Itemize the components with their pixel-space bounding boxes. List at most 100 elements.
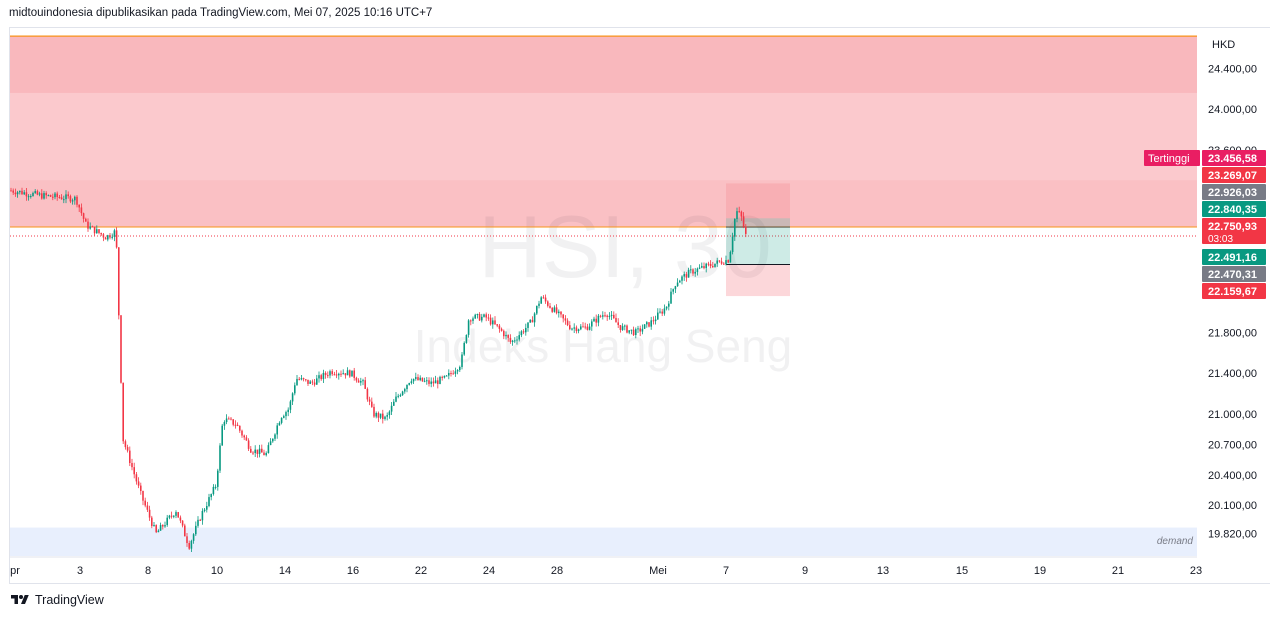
y-tick-label: 21.800,00 xyxy=(1208,328,1257,340)
candle-body xyxy=(529,319,531,323)
candle-body xyxy=(96,229,98,234)
candle-body xyxy=(133,467,135,475)
candle-body xyxy=(703,266,705,269)
candle-body xyxy=(195,525,197,535)
price-axis[interactable]: HKD 24.400,0024.000,0023.600,0021.800,00… xyxy=(1198,28,1270,583)
candle-body xyxy=(615,318,617,323)
candle-body xyxy=(692,269,694,274)
candle-body xyxy=(16,192,19,195)
candle-body xyxy=(93,226,96,234)
candle-body xyxy=(606,315,608,317)
candle-body xyxy=(558,311,560,314)
hsi-chart[interactable]: demand HSI, 30 Indeks Hang Seng HKD 24.4… xyxy=(0,0,1281,590)
x-tick-label: 13 xyxy=(877,565,889,577)
position-profit-area xyxy=(726,218,790,265)
candle-body xyxy=(439,376,441,384)
candle-body xyxy=(307,379,309,384)
currency-label: HKD xyxy=(1212,39,1235,51)
candle-body xyxy=(397,395,399,397)
candle-body xyxy=(496,324,498,326)
candle-body xyxy=(478,314,481,321)
candle-body xyxy=(47,195,50,197)
candle-body xyxy=(168,515,171,518)
candle-body xyxy=(533,313,536,323)
candle-body xyxy=(562,314,564,319)
candle-body xyxy=(120,315,122,383)
candle-body xyxy=(366,388,369,400)
candle-body xyxy=(742,216,745,227)
candle-body xyxy=(696,268,699,272)
candle-body xyxy=(144,500,146,506)
candle-body xyxy=(410,381,413,384)
candle-body xyxy=(210,494,212,498)
y-tick-label: 21.400,00 xyxy=(1208,368,1257,380)
candle-body xyxy=(113,230,116,237)
candle-body xyxy=(551,307,553,312)
time-axis[interactable]: pr 3 8 10 14 16 22 24 28 Mei 7 9 13 15 19 21 23 xyxy=(10,556,1202,577)
y-tick-label: 20.100,00 xyxy=(1208,500,1257,512)
candle-body xyxy=(276,425,278,435)
candle-body xyxy=(135,474,138,482)
tag-label: Tertinggi xyxy=(1148,153,1190,165)
candle-body xyxy=(683,274,685,277)
candle-body xyxy=(197,519,199,526)
candle-body xyxy=(412,378,415,382)
candle-body xyxy=(459,366,461,371)
candle-body xyxy=(69,196,72,202)
candle-body xyxy=(621,326,624,330)
candle-body xyxy=(342,373,344,375)
price-badge-label: 22.750,93 xyxy=(1208,221,1257,233)
candle-body xyxy=(283,416,285,418)
candle-body xyxy=(91,226,94,228)
candle-body xyxy=(294,385,296,394)
candle-body xyxy=(670,291,672,304)
candle-body xyxy=(214,486,217,488)
candle-body xyxy=(731,236,734,252)
candle-body xyxy=(630,329,633,331)
candle-body xyxy=(514,340,516,342)
candle-body xyxy=(241,430,243,436)
candle-body xyxy=(654,319,657,322)
candle-body xyxy=(45,193,47,196)
candle-body xyxy=(443,375,446,378)
candle-body xyxy=(555,307,558,314)
candle-body xyxy=(740,211,743,217)
candle-body xyxy=(745,226,747,234)
candle-body xyxy=(56,193,58,197)
price-badge xyxy=(1202,249,1266,265)
candle-body xyxy=(232,419,234,425)
candle-body xyxy=(582,326,584,328)
x-tick-label: 22 xyxy=(415,565,427,577)
y-tick-label: 24.400,00 xyxy=(1208,64,1257,76)
candle-body xyxy=(434,380,437,384)
candle-body xyxy=(296,378,298,386)
candle-body xyxy=(184,525,186,537)
candle-body xyxy=(85,218,87,222)
candle-body xyxy=(351,370,353,377)
demand-zone xyxy=(10,527,1197,556)
candle-body xyxy=(613,314,615,319)
candle-body xyxy=(694,271,696,274)
candle-body xyxy=(386,415,388,417)
candle-body xyxy=(388,411,391,416)
candle-body xyxy=(525,327,527,333)
candle-body xyxy=(353,370,355,378)
candle-body xyxy=(371,401,373,407)
candle-body xyxy=(162,525,164,527)
candle-body xyxy=(331,371,333,375)
candle-body xyxy=(278,422,281,426)
long-position-tool[interactable] xyxy=(726,183,790,297)
candle-body xyxy=(100,232,102,235)
candle-body xyxy=(302,378,305,380)
candle-body xyxy=(661,311,663,314)
candle-body xyxy=(338,373,340,376)
candle-body xyxy=(441,376,443,378)
candle-body xyxy=(481,316,483,321)
candle-body xyxy=(217,470,219,487)
candle-body xyxy=(82,213,85,219)
candle-body xyxy=(639,328,641,332)
x-tick-label: 10 xyxy=(211,565,223,577)
candle-body xyxy=(736,211,738,220)
candle-body xyxy=(25,192,28,197)
candle-body xyxy=(714,263,716,267)
